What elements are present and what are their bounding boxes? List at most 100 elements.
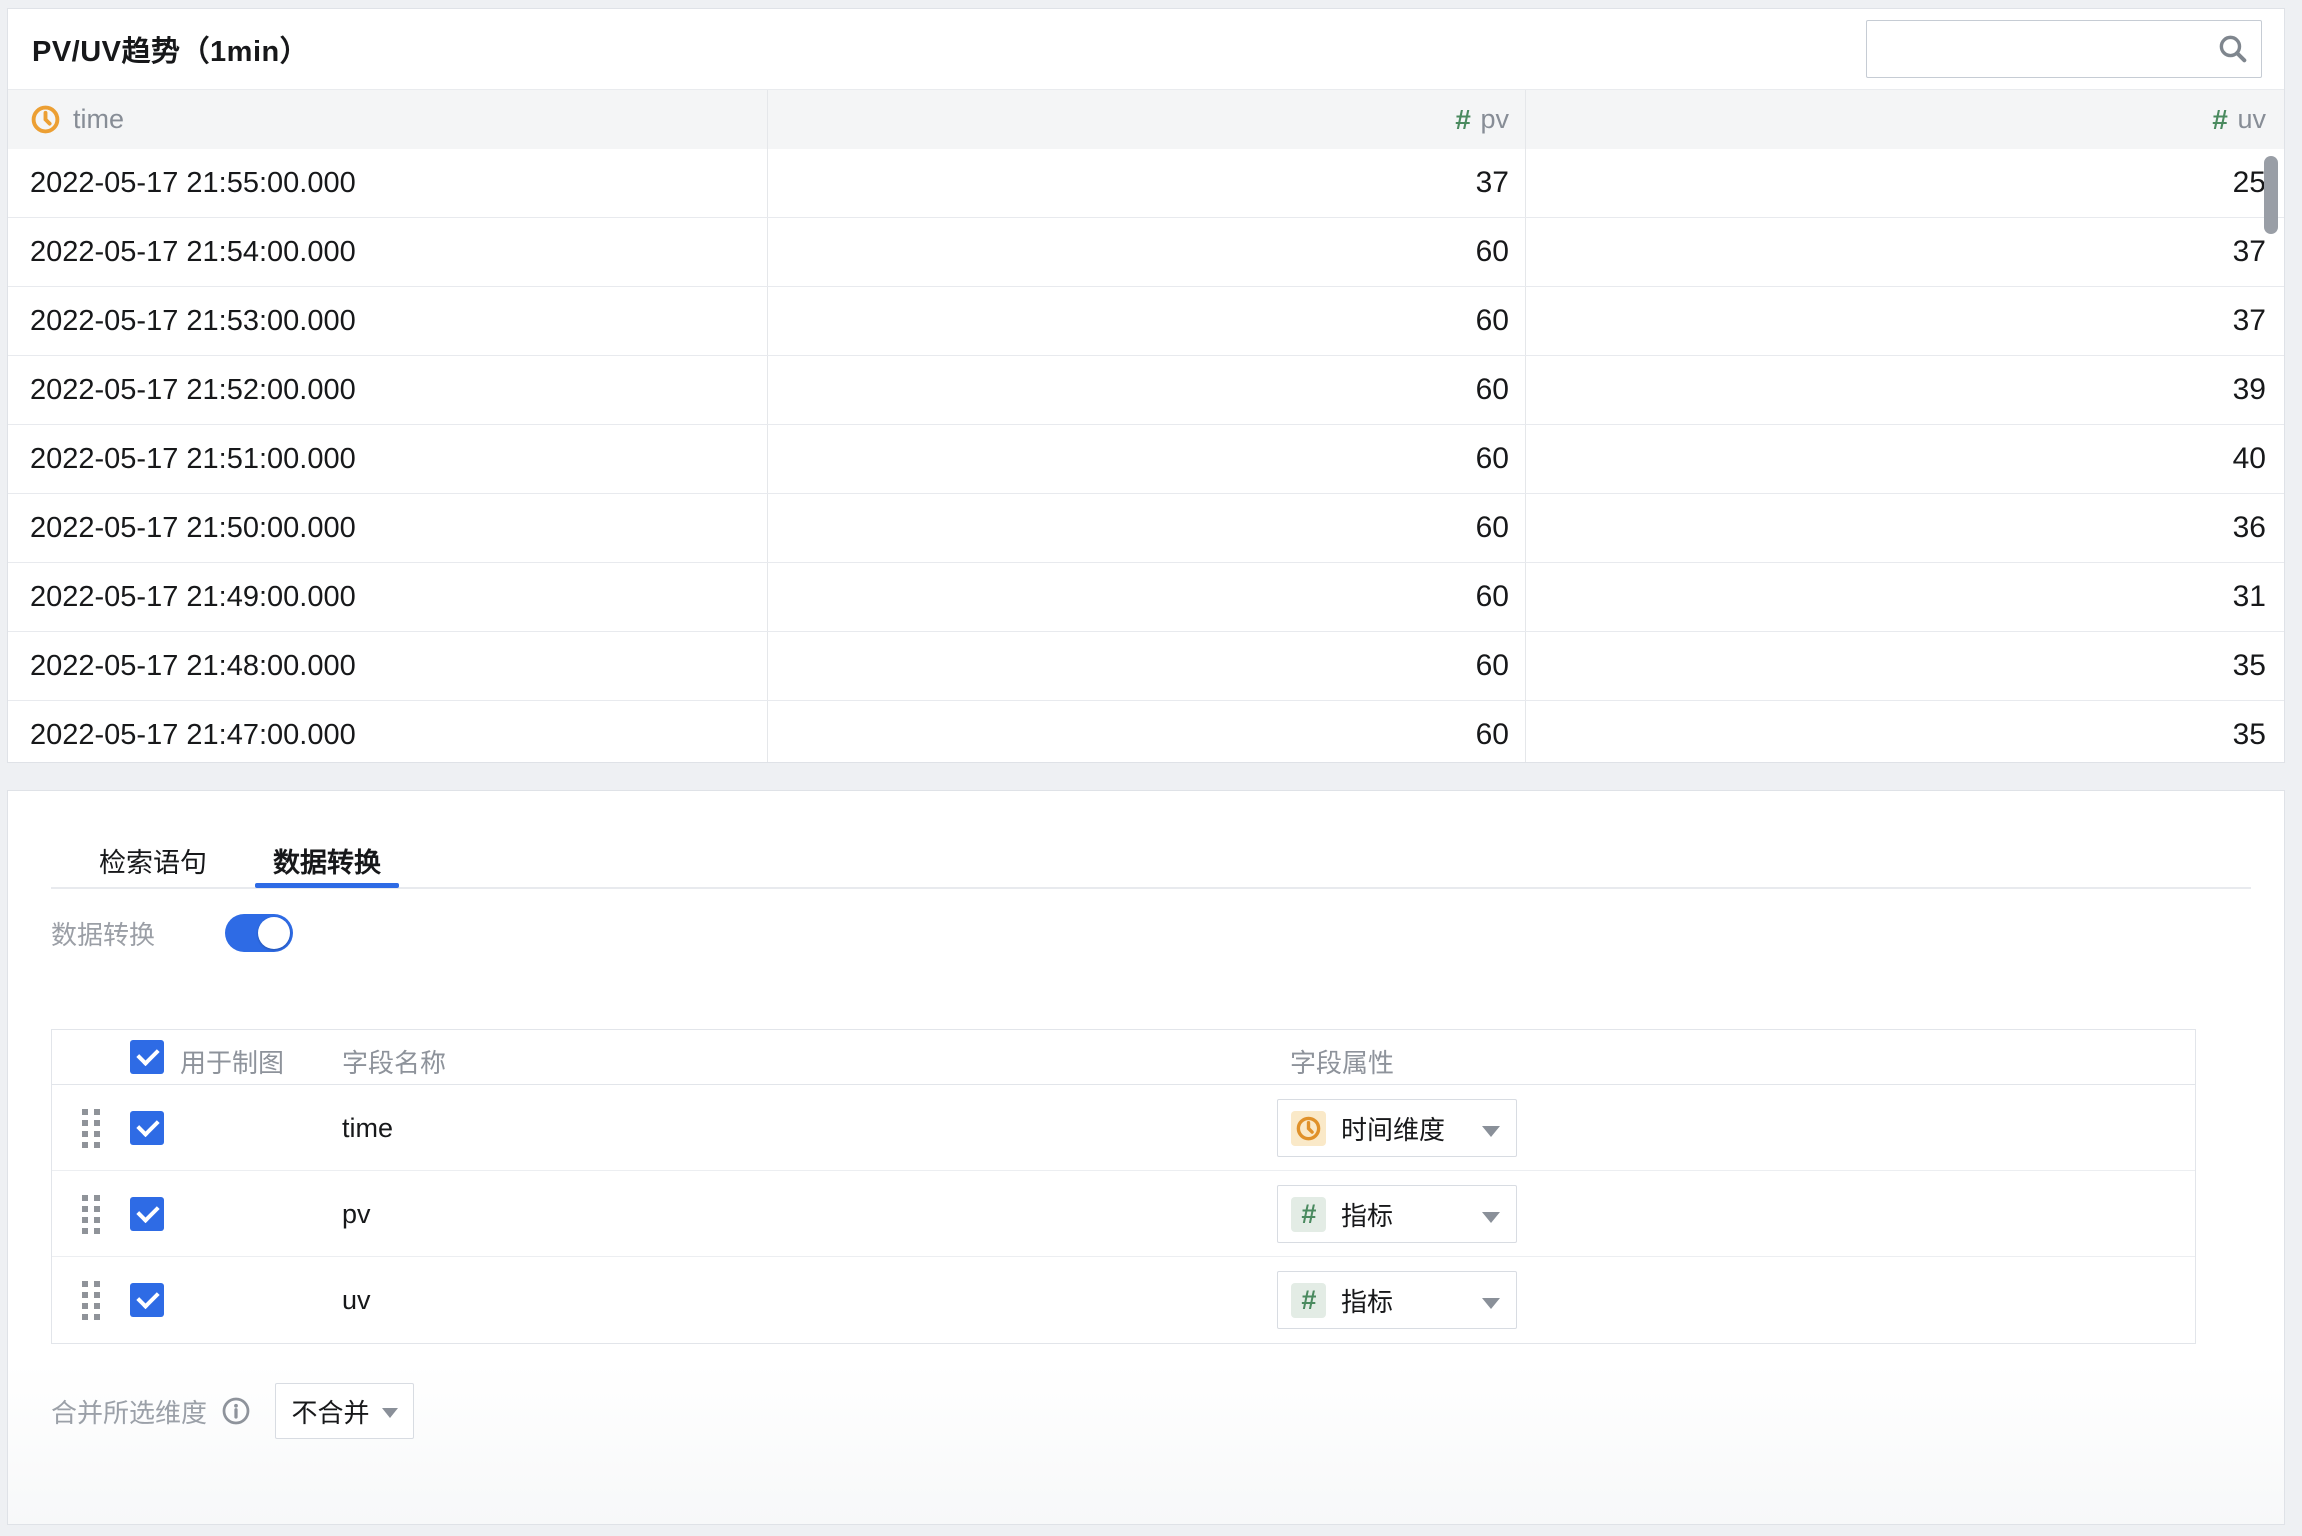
table-row: 2022-05-17 21:53:00.000 60 37 bbox=[8, 287, 2284, 356]
field-attr-value: 指标 bbox=[1341, 1200, 1394, 1231]
field-attr-select[interactable]: 时间维度 bbox=[1277, 1099, 1517, 1157]
table-row: 2022-05-17 21:47:00.000 60 35 bbox=[8, 701, 2284, 762]
number-field-icon: # bbox=[2211, 103, 2228, 135]
query-config-card: 检索语句 数据转换 数据转换 用于制图 字段名称 字段属性 time 时间维度 p… bbox=[7, 790, 2285, 1525]
field-checkbox[interactable] bbox=[130, 1197, 164, 1231]
page-title: PV/UV趋势（1min） bbox=[32, 36, 310, 68]
cell-uv: 37 bbox=[2232, 304, 2266, 337]
column-label: pv bbox=[1480, 104, 1509, 134]
cell-time: 2022-05-17 21:51:00.000 bbox=[8, 425, 768, 493]
info-icon[interactable] bbox=[221, 1396, 251, 1426]
field-row: time 时间维度 bbox=[52, 1085, 2195, 1171]
tabs-divider bbox=[51, 887, 2251, 889]
number-field-icon: # bbox=[1300, 1284, 1317, 1315]
field-name: uv bbox=[342, 1285, 371, 1315]
drag-handle-icon[interactable] bbox=[82, 1281, 100, 1320]
cell-pv: 60 bbox=[768, 701, 1526, 762]
cell-time: 2022-05-17 21:48:00.000 bbox=[8, 632, 768, 700]
field-row: uv # 指标 bbox=[52, 1257, 2195, 1343]
merge-label: 合并所选维度 bbox=[51, 1397, 208, 1428]
log-table-body: 2022-05-17 21:55:00.000 37 25 2022-05-17 21… bbox=[8, 149, 2284, 762]
titlebar: PV/UV趋势（1min） bbox=[8, 9, 2284, 89]
column-label: uv bbox=[2237, 104, 2266, 134]
column-header-uv[interactable]: # uv bbox=[1526, 90, 2284, 149]
cell-pv: 60 bbox=[768, 563, 1526, 631]
field-attr-select[interactable]: # 指标 bbox=[1277, 1271, 1517, 1329]
field-table-header: 用于制图 字段名称 字段属性 bbox=[52, 1030, 2195, 1085]
search-icon[interactable] bbox=[2216, 32, 2250, 66]
cell-pv: 37 bbox=[768, 149, 1526, 217]
select-all-checkbox[interactable] bbox=[130, 1040, 164, 1074]
cell-uv: 35 bbox=[2232, 718, 2266, 751]
cell-uv: 35 bbox=[2232, 649, 2266, 682]
cell-pv: 60 bbox=[768, 425, 1526, 493]
field-table-body: time 时间维度 pv # 指标 uv # 指标 bbox=[52, 1085, 2195, 1343]
field-row: pv # 指标 bbox=[52, 1171, 2195, 1257]
cell-time: 2022-05-17 21:52:00.000 bbox=[8, 356, 768, 424]
column-label: time bbox=[73, 104, 125, 134]
table-row: 2022-05-17 21:49:00.000 60 31 bbox=[8, 563, 2284, 632]
cell-uv: 36 bbox=[2232, 511, 2266, 544]
data-transform-toggle-row: 数据转换 bbox=[51, 913, 294, 953]
cell-uv: 25 bbox=[2232, 166, 2266, 199]
table-scrollbar-thumb[interactable] bbox=[2264, 156, 2278, 234]
table-row: 2022-05-17 21:52:00.000 60 39 bbox=[8, 356, 2284, 425]
cell-time: 2022-05-17 21:54:00.000 bbox=[8, 218, 768, 286]
cell-pv: 60 bbox=[768, 218, 1526, 286]
drag-handle-icon[interactable] bbox=[82, 1109, 100, 1148]
search-input[interactable] bbox=[1881, 21, 2216, 77]
tab-data-transform[interactable]: 数据转换 bbox=[255, 841, 399, 888]
field-attr-value: 时间维度 bbox=[1341, 1114, 1446, 1145]
cell-pv: 60 bbox=[768, 287, 1526, 355]
table-header-row: time # pv # uv bbox=[8, 89, 2284, 149]
time-dimension-icon bbox=[1296, 1116, 1321, 1140]
chevron-down-icon bbox=[381, 1407, 398, 1418]
time-dimension-icon bbox=[31, 105, 60, 134]
metric-icon-box: # bbox=[1291, 1196, 1326, 1232]
tab-bar: 检索语句 数据转换 bbox=[97, 833, 399, 888]
cell-uv: 40 bbox=[2232, 442, 2266, 475]
field-name: time bbox=[342, 1113, 394, 1143]
field-attr-value: 指标 bbox=[1341, 1286, 1394, 1317]
merge-mode-select[interactable]: 不合并 bbox=[275, 1383, 415, 1439]
merge-mode-value: 不合并 bbox=[291, 1397, 370, 1428]
number-field-icon: # bbox=[1454, 103, 1471, 135]
number-field-icon: # bbox=[1300, 1198, 1317, 1229]
drag-handle-icon[interactable] bbox=[82, 1195, 100, 1234]
cell-time: 2022-05-17 21:55:00.000 bbox=[8, 149, 768, 217]
cell-uv: 39 bbox=[2232, 373, 2266, 406]
header-use-for-chart: 用于制图 bbox=[180, 1048, 285, 1078]
merge-dimension-row: 合并所选维度 不合并 bbox=[51, 1383, 415, 1439]
chevron-down-icon bbox=[1482, 1126, 1500, 1137]
tab-search-statement[interactable]: 检索语句 bbox=[99, 847, 207, 878]
chevron-down-icon bbox=[1482, 1298, 1500, 1309]
table-row: 2022-05-17 21:54:00.000 60 37 bbox=[8, 218, 2284, 287]
column-header-pv[interactable]: # pv bbox=[768, 90, 1526, 149]
result-table-card: PV/UV趋势（1min） time # pv # uv 2022-05-17 … bbox=[7, 8, 2285, 763]
field-attr-select[interactable]: # 指标 bbox=[1277, 1185, 1517, 1243]
field-checkbox[interactable] bbox=[130, 1111, 164, 1145]
table-search-box bbox=[1866, 20, 2262, 78]
field-config-table: 用于制图 字段名称 字段属性 time 时间维度 pv # 指标 uv # 指标 bbox=[51, 1029, 2196, 1344]
column-header-time[interactable]: time bbox=[8, 90, 768, 149]
cell-time: 2022-05-17 21:49:00.000 bbox=[8, 563, 768, 631]
toggle-knob bbox=[258, 917, 291, 949]
time-dimension-icon-box bbox=[1291, 1110, 1326, 1146]
header-field-name: 字段名称 bbox=[342, 1048, 447, 1078]
header-field-attr: 字段属性 bbox=[1290, 1048, 1395, 1078]
cell-uv: 37 bbox=[2232, 235, 2266, 268]
cell-pv: 60 bbox=[768, 356, 1526, 424]
field-checkbox[interactable] bbox=[130, 1283, 164, 1317]
cell-time: 2022-05-17 21:50:00.000 bbox=[8, 494, 768, 562]
cell-uv: 31 bbox=[2232, 580, 2266, 613]
cell-time: 2022-05-17 21:53:00.000 bbox=[8, 287, 768, 355]
cell-pv: 60 bbox=[768, 632, 1526, 700]
table-row: 2022-05-17 21:48:00.000 60 35 bbox=[8, 632, 2284, 701]
table-row: 2022-05-17 21:50:00.000 60 36 bbox=[8, 494, 2284, 563]
data-transform-toggle[interactable] bbox=[225, 914, 294, 952]
table-row: 2022-05-17 21:55:00.000 37 25 bbox=[8, 149, 2284, 218]
field-name: pv bbox=[342, 1199, 371, 1229]
table-row: 2022-05-17 21:51:00.000 60 40 bbox=[8, 425, 2284, 494]
cell-pv: 60 bbox=[768, 494, 1526, 562]
toggle-label: 数据转换 bbox=[51, 919, 156, 950]
